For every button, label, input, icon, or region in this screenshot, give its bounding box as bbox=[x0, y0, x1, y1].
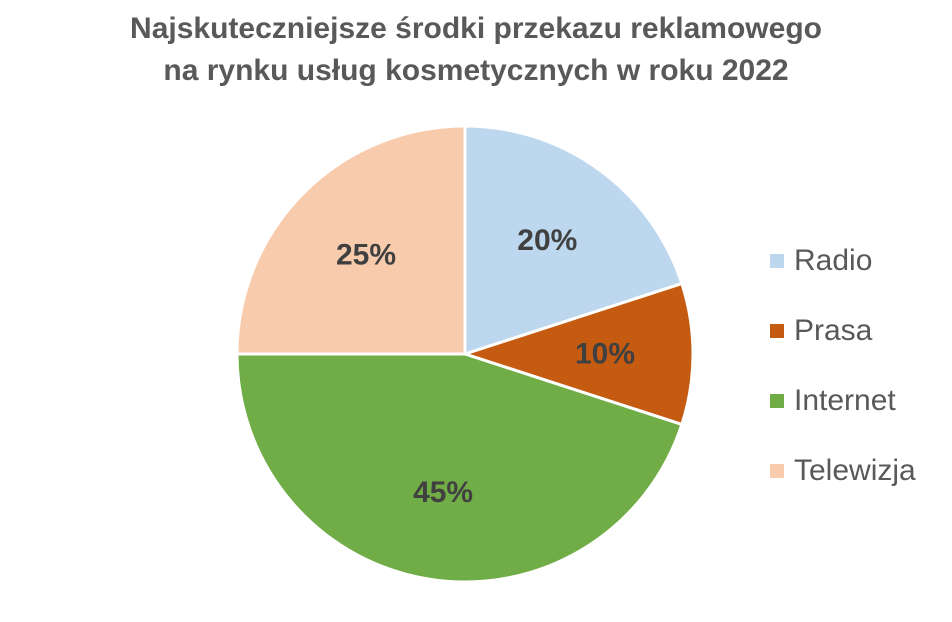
chart-legend: Radio Prasa Internet Telewizja bbox=[770, 226, 916, 506]
pie-slice-prasa bbox=[463, 282, 695, 426]
chart-title: Najskuteczniejsze środki przekazu reklam… bbox=[0, 8, 952, 92]
legend-item-internet: Internet bbox=[770, 366, 916, 436]
legend-label-prasa: Prasa bbox=[794, 314, 873, 347]
pie-slice-internet bbox=[235, 352, 684, 584]
legend-label-telewizja: Telewizja bbox=[794, 454, 916, 487]
pie-slice-radio bbox=[463, 124, 684, 356]
slice-label-telewizja: 25% bbox=[336, 239, 396, 272]
slice-label-radio: 20% bbox=[517, 224, 577, 257]
legend-item-radio: Radio bbox=[770, 226, 916, 296]
chart-title-line-2: na rynku usług kosmetycznych w roku 2022 bbox=[163, 54, 789, 87]
slice-label-prasa: 10% bbox=[575, 338, 635, 371]
pie-slice-telewizja bbox=[235, 124, 467, 356]
chart-title-line-1: Najskuteczniejsze środki przekazu reklam… bbox=[130, 12, 822, 45]
legend-swatch-internet bbox=[770, 394, 784, 408]
legend-swatch-telewizja bbox=[770, 464, 784, 478]
legend-label-radio: Radio bbox=[794, 244, 873, 277]
slice-label-internet: 45% bbox=[413, 476, 473, 509]
legend-item-telewizja: Telewizja bbox=[770, 436, 916, 506]
legend-swatch-radio bbox=[770, 254, 784, 268]
legend-item-prasa: Prasa bbox=[770, 296, 916, 366]
legend-label-internet: Internet bbox=[794, 384, 896, 417]
pie-slice-labels: 20% 10% 45% 25% bbox=[336, 224, 635, 509]
pie-slices bbox=[235, 124, 695, 584]
legend-swatch-prasa bbox=[770, 324, 784, 338]
